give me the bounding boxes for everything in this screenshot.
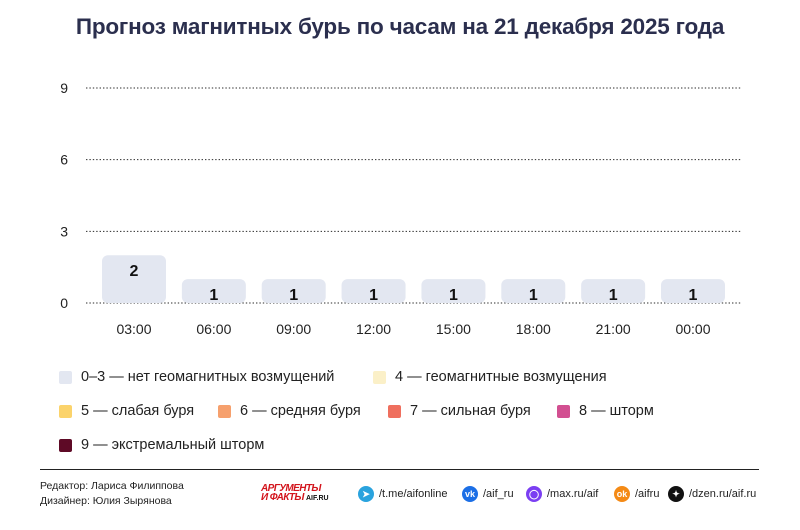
social-label: /max.ru/aif — [547, 488, 599, 500]
bar — [102, 255, 166, 303]
legend-label: 5 — слабая буря — [81, 403, 195, 419]
data-label: 1 — [289, 287, 298, 304]
legend-item-8: 8 — шторм — [557, 403, 654, 419]
social-label: /aif_ru — [483, 488, 514, 500]
x-tick-label: 12:00 — [356, 321, 391, 337]
legend-swatch — [218, 404, 231, 418]
data-label: 1 — [529, 287, 538, 304]
telegram-icon: ➤ — [358, 486, 374, 502]
legend-item-0: 0–3 — нет геомагнитных возмущений — [59, 369, 334, 385]
legend-label: 8 — шторм — [579, 403, 654, 419]
legend-item-9: 9 — экстремальный шторм — [59, 437, 264, 453]
x-tick-label: 00:00 — [675, 321, 710, 337]
legend-swatch — [557, 404, 570, 418]
designer-credit: Дизайнер: Юлия Зырянова — [40, 495, 172, 507]
bar — [581, 279, 646, 303]
bar-chart: 0 3 6 9 2 03:00 1 06:00 1 09:00 1 12:00 1 15:00 1 18:00… — [60, 80, 741, 337]
bar — [261, 279, 326, 303]
x-tick-label: 18:00 — [516, 321, 551, 337]
social-label: /dzen.ru/aif.ru — [689, 488, 757, 500]
legend-swatch — [373, 370, 386, 384]
social-dzen[interactable]: ✦ /dzen.ru/aif.ru — [668, 486, 756, 502]
logo-line-1: АРГУМЕНТЫ — [261, 483, 321, 494]
chart-title: Прогноз магнитных бурь по часам на 21 де… — [75, 14, 725, 39]
bar — [421, 279, 486, 303]
data-label: 1 — [369, 287, 378, 304]
x-tick-label: 03:00 — [116, 321, 151, 337]
aif-logo: АРГУМЕНТЫ И ФАКТЫ AIF.RU — [261, 484, 345, 503]
social-vk[interactable]: vk /aif_ru — [462, 486, 514, 502]
legend-swatch — [59, 404, 72, 418]
legend-label: 7 — сильная буря — [410, 403, 531, 419]
x-tick-label: 21:00 — [596, 321, 631, 337]
social-max[interactable]: ◯ /max.ru/aif — [526, 486, 598, 502]
ok-icon: ok — [614, 486, 630, 502]
legend-item-5: 5 — слабая буря — [59, 403, 194, 419]
legend-swatch — [59, 438, 72, 452]
y-tick-label: 3 — [60, 223, 68, 239]
data-label: 1 — [689, 287, 698, 304]
bar — [341, 279, 406, 303]
bar — [501, 279, 566, 303]
legend-item-6: 6 — средняя буря — [218, 403, 361, 419]
x-tick-label: 15:00 — [436, 321, 471, 337]
x-tick-label: 06:00 — [196, 321, 231, 337]
social-ok[interactable]: ok /aifru — [614, 486, 659, 502]
editor-credit: Редактор: Лариса Филиппова — [40, 480, 184, 492]
footer-divider — [40, 469, 759, 470]
legend-label: 0–3 — нет геомагнитных возмущений — [81, 369, 335, 385]
dzen-icon: ✦ — [668, 486, 684, 502]
legend-item-7: 7 — сильная буря — [388, 403, 531, 419]
vk-icon: vk — [462, 486, 478, 502]
bar — [661, 279, 725, 303]
y-tick-label: 6 — [60, 152, 68, 168]
legend-label: 6 — средняя буря — [240, 403, 361, 419]
legend-label: 4 — геомагнитные возмущения — [395, 369, 607, 385]
y-tick-label: 9 — [60, 80, 68, 96]
data-label: 1 — [449, 287, 458, 304]
social-label: /t.me/aifonline — [379, 488, 448, 500]
bar — [181, 279, 246, 303]
data-label: 1 — [609, 287, 618, 304]
legend-swatch — [59, 370, 72, 384]
y-tick-label: 0 — [60, 295, 68, 311]
credits: Редактор: Лариса Филиппова Дизайнер: Юли… — [40, 479, 184, 509]
data-label: 1 — [209, 287, 218, 304]
legend-swatch — [388, 404, 401, 418]
data-label: 2 — [130, 263, 139, 280]
legend-label: 9 — экстремальный шторм — [81, 437, 265, 453]
logo-site: AIF.RU — [306, 495, 329, 502]
social-telegram[interactable]: ➤ /t.me/aifonline — [358, 486, 447, 502]
logo-line-2: И ФАКТЫ AIF.RU — [261, 492, 329, 503]
social-label: /aifru — [635, 488, 660, 500]
legend-item-4: 4 — геомагнитные возмущения — [373, 369, 607, 385]
max-icon: ◯ — [526, 486, 542, 502]
x-tick-label: 09:00 — [276, 321, 311, 337]
